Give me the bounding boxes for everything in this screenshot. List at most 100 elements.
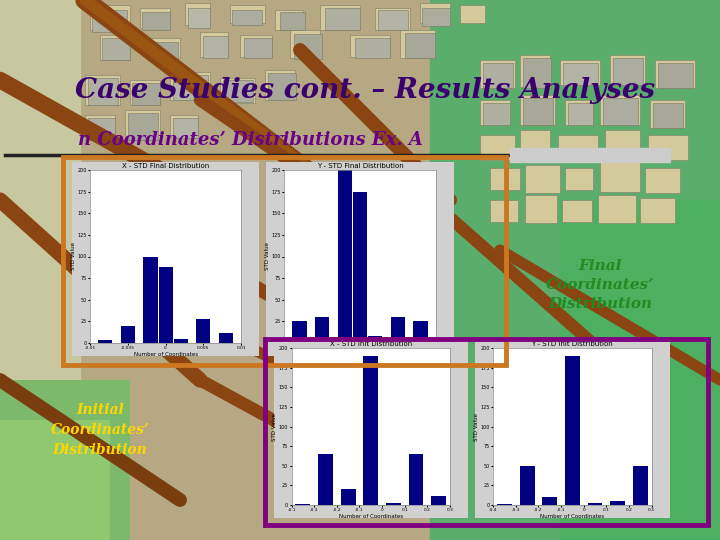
Bar xyxy=(275,10,303,30)
Bar xyxy=(353,192,367,343)
Bar xyxy=(364,356,378,505)
Bar xyxy=(645,168,680,193)
Bar xyxy=(523,58,551,88)
Bar xyxy=(640,198,675,223)
Bar xyxy=(220,78,255,103)
Bar xyxy=(280,12,305,30)
Bar xyxy=(375,8,410,30)
Bar xyxy=(600,162,640,192)
Bar xyxy=(341,489,356,505)
Y-axis label: STD Value: STD Value xyxy=(474,413,479,441)
Bar xyxy=(85,115,115,140)
Bar xyxy=(391,317,405,343)
Bar xyxy=(565,168,593,190)
Bar xyxy=(588,503,603,505)
Bar xyxy=(128,113,158,140)
Bar xyxy=(650,100,685,128)
Bar xyxy=(145,38,180,58)
Bar xyxy=(610,55,645,85)
Bar xyxy=(558,135,598,157)
Bar xyxy=(158,267,173,343)
Bar xyxy=(230,5,265,23)
Bar xyxy=(85,75,120,105)
Bar xyxy=(315,317,329,343)
Bar xyxy=(648,135,688,160)
Bar xyxy=(90,5,130,30)
Bar xyxy=(480,100,510,125)
Bar xyxy=(232,10,262,25)
Bar xyxy=(611,501,625,505)
Bar xyxy=(563,63,598,85)
Y-axis label: STD Value: STD Value xyxy=(272,413,277,441)
Bar xyxy=(368,336,382,343)
Bar xyxy=(565,100,593,125)
Bar xyxy=(520,95,555,125)
Bar xyxy=(562,200,592,222)
Bar xyxy=(185,3,210,25)
Bar xyxy=(143,256,158,343)
Bar xyxy=(523,98,553,125)
Bar xyxy=(420,3,450,23)
Bar xyxy=(0,0,80,540)
Bar xyxy=(525,195,557,223)
Bar xyxy=(148,42,178,60)
Polygon shape xyxy=(280,250,400,330)
Bar xyxy=(268,73,296,100)
Bar xyxy=(653,103,683,128)
Bar xyxy=(240,35,272,57)
X-axis label: Number of Coordinates: Number of Coordinates xyxy=(540,514,605,519)
Bar xyxy=(460,5,485,23)
Bar xyxy=(520,55,550,87)
Bar xyxy=(422,8,450,26)
Polygon shape xyxy=(0,380,130,540)
Bar xyxy=(200,32,228,57)
Bar xyxy=(355,38,390,58)
Bar xyxy=(265,70,295,100)
Bar xyxy=(480,135,515,160)
Y-axis label: STD Value: STD Value xyxy=(265,242,270,271)
Bar xyxy=(142,12,170,30)
Bar xyxy=(565,356,580,505)
Bar xyxy=(294,34,322,59)
Bar xyxy=(170,115,198,137)
Bar xyxy=(88,118,115,140)
Bar xyxy=(197,319,210,343)
Bar xyxy=(318,454,333,505)
Bar xyxy=(603,98,638,125)
Bar xyxy=(350,35,390,57)
Bar xyxy=(600,95,640,125)
Bar xyxy=(203,36,228,58)
Bar xyxy=(483,63,513,88)
Bar xyxy=(497,504,512,505)
Bar xyxy=(170,72,210,100)
Bar xyxy=(223,80,253,102)
Bar xyxy=(173,75,208,100)
Bar xyxy=(431,496,446,505)
Text: Case Studies cont. – Results Analyses: Case Studies cont. – Results Analyses xyxy=(75,77,655,104)
Bar xyxy=(510,148,670,162)
Bar xyxy=(633,465,648,505)
Bar xyxy=(520,130,550,160)
Bar xyxy=(655,60,695,88)
Bar xyxy=(88,78,118,105)
Title: X - STD Final Distribution: X - STD Final Distribution xyxy=(122,163,210,169)
Bar xyxy=(290,30,320,58)
Bar xyxy=(244,38,272,58)
Y-axis label: STD Value: STD Value xyxy=(71,242,76,271)
Bar xyxy=(102,38,130,60)
Bar xyxy=(400,30,435,58)
Bar xyxy=(100,35,130,60)
Bar xyxy=(542,497,557,505)
Bar xyxy=(121,326,135,343)
Bar xyxy=(613,58,643,85)
Bar xyxy=(174,339,188,343)
Bar xyxy=(409,454,423,505)
Bar xyxy=(219,333,233,343)
Bar xyxy=(480,60,515,88)
Bar xyxy=(598,195,636,223)
X-axis label: Number of Coordinates: Number of Coordinates xyxy=(328,352,392,357)
Bar xyxy=(386,503,401,505)
Text: Initial
Coordinates’
Distribution: Initial Coordinates’ Distribution xyxy=(50,403,149,456)
Bar xyxy=(125,110,160,140)
Bar xyxy=(658,63,693,88)
